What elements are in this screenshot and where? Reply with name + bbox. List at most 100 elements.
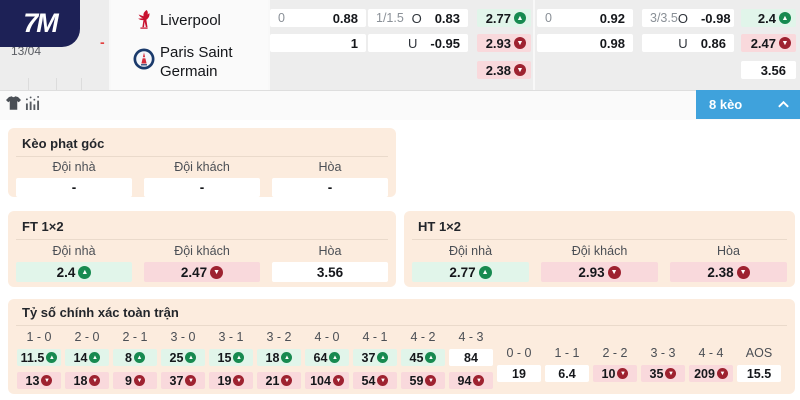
odds-value: 37: [169, 373, 184, 388]
score-label: 3 - 2: [266, 330, 292, 344]
ft-handicap-home-cell[interactable]: 0 0.88: [270, 9, 366, 27]
x12a-away-cell[interactable]: 2.93: [477, 34, 531, 52]
corner-away-cell[interactable]: -: [144, 178, 260, 197]
score-odds[interactable]: 35: [641, 365, 685, 382]
score-odds-down[interactable]: 94: [449, 372, 493, 389]
ht-handicap-home-cell[interactable]: 0 0.92: [537, 9, 633, 27]
away-team-name-line2[interactable]: Germain: [160, 63, 218, 80]
corner-home-cell[interactable]: -: [16, 178, 132, 197]
score-odds-down[interactable]: 104: [305, 372, 349, 389]
trend-down-icon: [473, 375, 485, 386]
odds-value: 2.38: [707, 264, 734, 280]
score-column-draw: 4 - 4 209: [689, 328, 733, 389]
away-team-name-line1[interactable]: Paris Saint: [160, 44, 233, 61]
odds-count-label: 8 kèo: [709, 97, 743, 112]
ht-handicap-away-cell[interactable]: 0.98: [537, 34, 633, 52]
score-odds-down[interactable]: 54: [353, 372, 397, 389]
score-odds-up[interactable]: 45: [401, 349, 445, 366]
odds-value: 2.93: [485, 35, 511, 51]
trend-down-icon: [377, 375, 389, 386]
score-odds-up[interactable]: 25: [161, 349, 205, 366]
score-odds-up[interactable]: 11.5: [17, 349, 61, 366]
trend-up-icon: [233, 352, 245, 363]
trend-up-icon: [478, 265, 492, 279]
score-odds[interactable]: 10: [593, 365, 637, 382]
ft-handicap-away-cell[interactable]: 1: [270, 34, 366, 52]
score-odds-down[interactable]: 37: [161, 372, 205, 389]
jersey-icon[interactable]: [6, 96, 21, 115]
score-label: 2 - 1: [122, 330, 148, 344]
score-odds-down[interactable]: 18: [65, 372, 109, 389]
x12b-away-cell[interactable]: 2.47: [741, 34, 796, 52]
ft-home-cell[interactable]: 2.4: [16, 262, 132, 282]
x12b-draw-cell[interactable]: 3.56: [741, 61, 796, 79]
odds-value: 19: [512, 366, 526, 381]
odds-value: 2.4: [56, 264, 76, 280]
score-odds[interactable]: 19: [497, 365, 541, 382]
odds-value: 19: [217, 373, 232, 388]
odds-value: 0.83: [434, 10, 460, 26]
ft-away-cell[interactable]: 2.47: [144, 262, 260, 282]
score-column: 1 - 0 11.5 13: [17, 328, 61, 389]
ft-over-cell[interactable]: 1/1.5 O 0.83: [368, 9, 468, 27]
ft-draw-cell[interactable]: 3.56: [272, 262, 388, 282]
score-column: 3 - 2 18 21: [257, 328, 301, 389]
trend-up-icon: [46, 352, 58, 363]
trend-down-icon: [332, 375, 344, 386]
score-odds-up[interactable]: 18: [257, 349, 301, 366]
score-odds-up[interactable]: 64: [305, 349, 349, 366]
trend-down-icon: [779, 37, 791, 49]
stats-chart-icon[interactable]: [25, 96, 40, 115]
ht-under-cell[interactable]: U 0.86: [642, 34, 734, 52]
odds-value: 15: [217, 350, 232, 365]
odds-value: 1: [350, 35, 358, 51]
x12a-draw-cell[interactable]: 2.38: [477, 61, 531, 79]
odds-count-button[interactable]: 8 kèo: [696, 90, 800, 119]
score-odds-up[interactable]: 14: [65, 349, 109, 366]
trend-down-icon: [665, 368, 677, 379]
score-odds-down[interactable]: 9: [113, 372, 157, 389]
odds-value: 2.47: [180, 264, 208, 280]
score-odds-down[interactable]: 59: [401, 372, 445, 389]
draw-header: Hòa: [717, 244, 740, 258]
odds-value: 14: [73, 350, 88, 365]
score-label: 3 - 0: [170, 330, 196, 344]
ht-away-cell[interactable]: 2.93: [541, 262, 658, 282]
odds-value: 3.56: [316, 264, 344, 280]
score-odds-down[interactable]: 19: [209, 372, 253, 389]
ht-home-cell[interactable]: 2.77: [412, 262, 529, 282]
trend-down-icon: [89, 375, 101, 386]
odds-value: 209: [694, 366, 715, 381]
ht-over-cell[interactable]: 3/3.5 O -0.98: [642, 9, 734, 27]
column-divider: [109, 0, 111, 90]
score-odds[interactable]: 15.5: [737, 365, 781, 382]
score-odds-up[interactable]: 15: [209, 349, 253, 366]
score-column: 2 - 0 14 18: [65, 328, 109, 389]
score-odds-up[interactable]: 37: [353, 349, 397, 366]
score-odds-down[interactable]: 21: [257, 372, 301, 389]
score-label: 1 - 1: [554, 346, 580, 360]
score-odds[interactable]: 209: [689, 365, 733, 382]
draw-header: Hòa: [318, 160, 342, 174]
score-odds-up[interactable]: 84: [449, 349, 493, 366]
corner-draw-cell[interactable]: -: [272, 178, 388, 197]
chevron-up-icon: [777, 100, 790, 109]
over-label: O: [411, 10, 422, 26]
trend-up-icon: [78, 265, 92, 279]
handicap-line: 0: [545, 11, 552, 25]
score-label: 2 - 0: [74, 330, 100, 344]
x12a-home-cell[interactable]: 2.77: [477, 9, 531, 27]
team-column: [110, 0, 268, 90]
home-team-name[interactable]: Liverpool: [160, 12, 221, 29]
ft-under-cell[interactable]: U -0.95: [368, 34, 468, 52]
ht-draw-cell[interactable]: 2.38: [670, 262, 787, 282]
x12b-home-cell[interactable]: 2.4: [741, 9, 796, 27]
exact-score-panel: Tỷ số chính xác toàn trận 1 - 0 11.5 13 …: [8, 299, 795, 394]
score-odds-down[interactable]: 13: [17, 372, 61, 389]
score-odds[interactable]: 6.4: [545, 365, 589, 382]
odds-value: 25: [169, 350, 184, 365]
score-odds-up[interactable]: 8: [113, 349, 157, 366]
trend-down-icon: [185, 375, 197, 386]
score-column-draw: 0 - 0 19: [497, 328, 541, 389]
score-separator: -: [100, 34, 105, 50]
